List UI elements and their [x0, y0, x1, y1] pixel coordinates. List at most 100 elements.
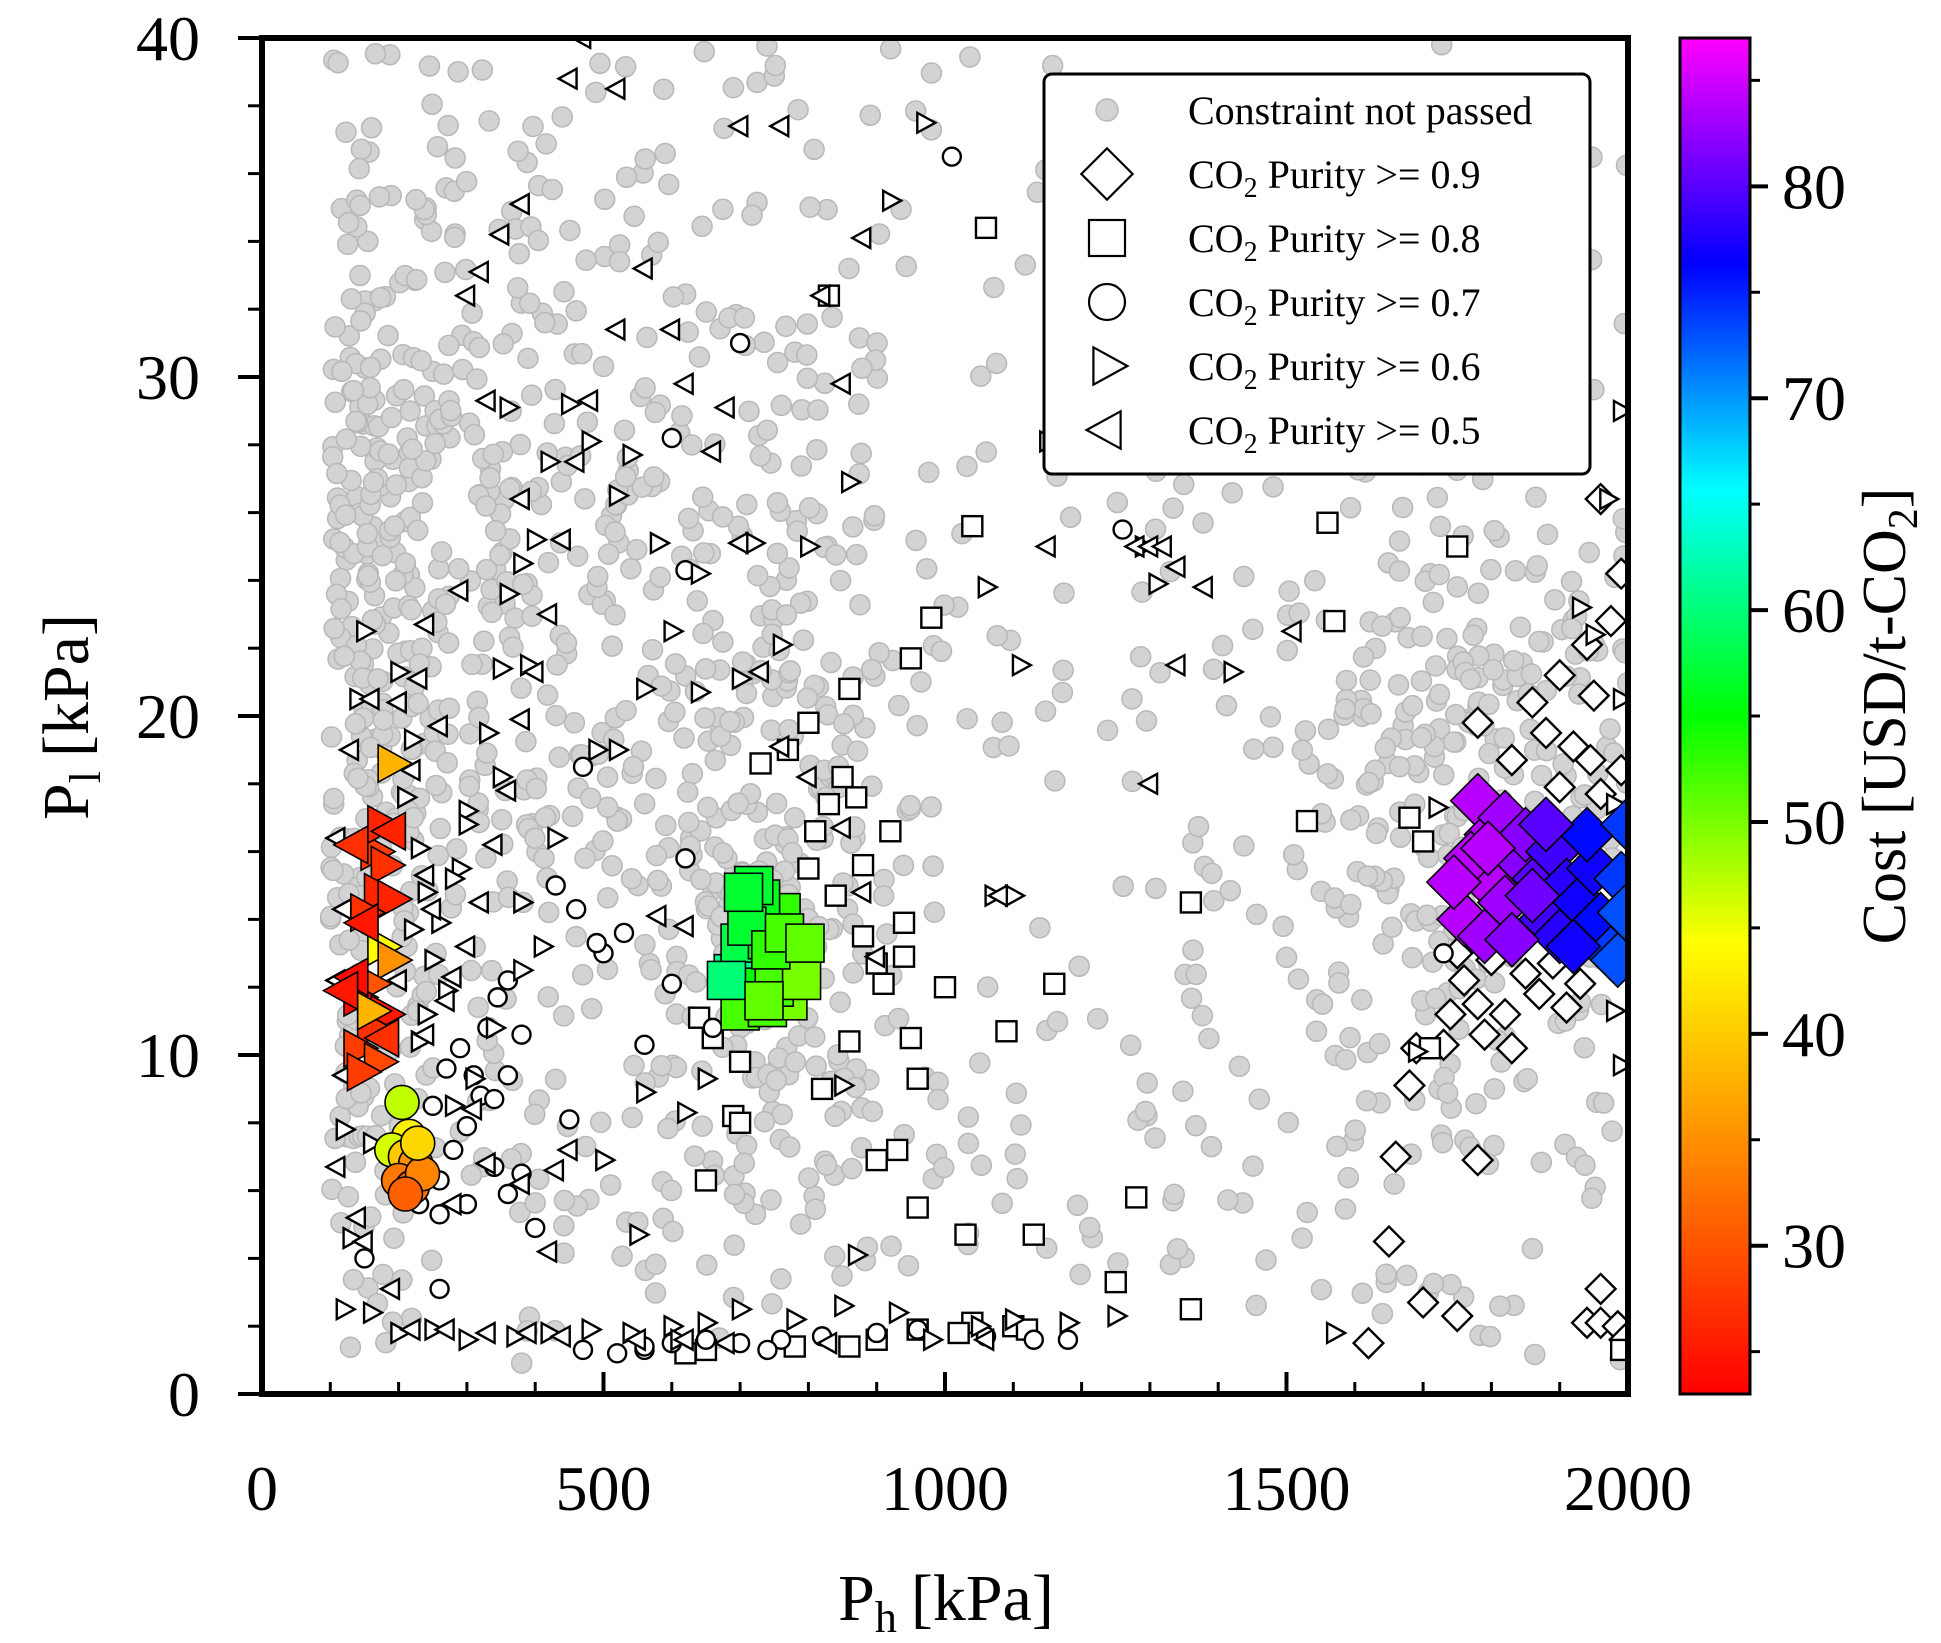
gray-point [765, 1069, 788, 1092]
gray-point [538, 901, 560, 924]
gray-point [957, 1132, 980, 1155]
gray-point [790, 455, 813, 477]
gray-point [1359, 669, 1381, 691]
diamond-point [1461, 706, 1495, 740]
gray-point [1334, 698, 1356, 720]
gray-point [807, 399, 829, 421]
gray-point [778, 557, 800, 579]
gray-point [761, 1293, 783, 1315]
gray-point [712, 842, 734, 864]
gray-point [1391, 496, 1414, 519]
triangle-right-point [772, 632, 795, 657]
gray-point [798, 497, 821, 519]
gray-point [850, 442, 872, 465]
gray-point [821, 306, 843, 329]
gray-point [468, 336, 491, 359]
triangle-left-point [1280, 619, 1302, 644]
y-axis-title: Pl [kPa] [30, 614, 110, 820]
gray-point [1291, 739, 1314, 761]
gray-point [1046, 1010, 1069, 1033]
triangle-right-point-colored [377, 743, 414, 784]
circle-point [436, 1058, 457, 1079]
triangle-right-point [834, 1073, 856, 1098]
gray-point [489, 544, 511, 567]
gray-point [733, 307, 756, 329]
triangle-right-point [1148, 571, 1171, 596]
gray-point [613, 419, 636, 442]
gray-point [1053, 582, 1075, 604]
gray-point [509, 1201, 531, 1224]
triangle-left-point [726, 114, 749, 139]
gray-point [481, 601, 503, 624]
gray-point [544, 1068, 567, 1091]
gray-point [845, 543, 868, 566]
gray-point [1066, 1194, 1089, 1217]
triangle-right-point [731, 1297, 754, 1322]
legend-label: CO2 Purity >= 0.7 [1188, 280, 1481, 332]
gray-point [604, 521, 626, 543]
square-point [899, 1026, 923, 1050]
gray-point [956, 455, 978, 478]
gray-point [430, 541, 453, 563]
gray-point [1107, 1252, 1129, 1274]
gray-point [337, 211, 360, 234]
circle-point [525, 1217, 546, 1239]
square-point-colored [785, 923, 825, 963]
triangle-right-point [595, 1148, 617, 1173]
gray-point [1203, 890, 1225, 912]
diamond-point [1461, 987, 1495, 1021]
gray-point [1573, 1037, 1596, 1059]
triangle-right-point [417, 880, 440, 905]
triangle-left-point [863, 944, 886, 969]
triangle-right-point [581, 429, 604, 454]
gray-point [733, 1152, 755, 1174]
triangle-right-point [690, 561, 713, 586]
gray-point [1029, 917, 1051, 939]
triangle-left-point-colored [362, 1017, 400, 1059]
gray-point [920, 796, 942, 818]
gray-point [461, 653, 483, 676]
gray-point [329, 531, 351, 554]
circle-point [661, 973, 682, 995]
diamond-point [1495, 743, 1529, 777]
square-point [879, 820, 902, 843]
gray-point [348, 157, 371, 180]
gray-point [1051, 681, 1074, 704]
y-axis-title-main: P [30, 783, 103, 820]
gray-point [620, 558, 642, 580]
legend-item: CO2 Purity >= 0.5 [1084, 408, 1481, 460]
triangle-left-point [849, 226, 872, 250]
gray-point [1483, 972, 1506, 994]
diamond-point [1604, 753, 1628, 787]
gray-point [1524, 1343, 1546, 1366]
gray-point [1296, 1201, 1318, 1224]
triangle-left-point [467, 259, 489, 284]
gray-point [349, 264, 371, 287]
y-tick-label: 20 [136, 681, 200, 752]
gray-point [1310, 1278, 1333, 1301]
gray-point [735, 1134, 758, 1157]
triangle-right-point [636, 1080, 658, 1105]
triangle-right-point [403, 917, 426, 942]
square-point [892, 911, 916, 934]
gray-point [509, 433, 532, 456]
gray-point [344, 713, 367, 735]
legend-marker [1092, 345, 1130, 387]
gray-point [905, 529, 927, 552]
gray-point [863, 505, 886, 527]
circle-point [572, 1339, 594, 1361]
gray-point [658, 173, 680, 196]
triangle-left-point [767, 734, 790, 759]
gray-point [551, 106, 573, 128]
diamond-point [1406, 1285, 1440, 1320]
triangle-left-point [508, 487, 530, 511]
gray-point [694, 707, 716, 729]
gray-point [910, 671, 932, 693]
triangle-left-point [508, 707, 530, 732]
gray-point [1335, 669, 1358, 692]
gray-point [895, 255, 918, 278]
triangle-right-point [1612, 1053, 1628, 1078]
gray-point [991, 711, 1013, 734]
circle-point [572, 756, 594, 778]
gray-point [334, 504, 357, 526]
